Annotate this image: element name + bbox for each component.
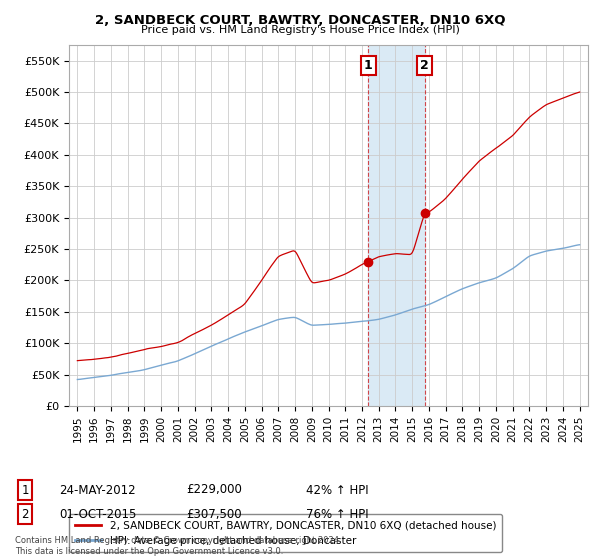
Bar	[368, 45, 425, 406]
Legend: 2, SANDBECK COURT, BAWTRY, DONCASTER, DN10 6XQ (detached house), HPI: Average pr: 2, SANDBECK COURT, BAWTRY, DONCASTER, DN…	[69, 514, 502, 552]
Text: 1: 1	[22, 483, 29, 497]
Text: 42% ↑ HPI: 42% ↑ HPI	[306, 483, 368, 497]
Text: £229,000: £229,000	[186, 483, 242, 497]
Text: 01-OCT-2015: 01-OCT-2015	[59, 507, 136, 521]
Text: 2, SANDBECK COURT, BAWTRY, DONCASTER, DN10 6XQ: 2, SANDBECK COURT, BAWTRY, DONCASTER, DN…	[95, 14, 505, 27]
Text: Contains HM Land Registry data © Crown copyright and database right 2024.
This d: Contains HM Land Registry data © Crown c…	[15, 536, 341, 556]
Text: 1: 1	[364, 59, 373, 72]
Text: 76% ↑ HPI: 76% ↑ HPI	[306, 507, 368, 521]
Text: 2: 2	[22, 507, 29, 521]
Text: 2: 2	[421, 59, 429, 72]
Text: 24-MAY-2012: 24-MAY-2012	[59, 483, 136, 497]
Text: Price paid vs. HM Land Registry's House Price Index (HPI): Price paid vs. HM Land Registry's House …	[140, 25, 460, 35]
Text: £307,500: £307,500	[186, 507, 242, 521]
